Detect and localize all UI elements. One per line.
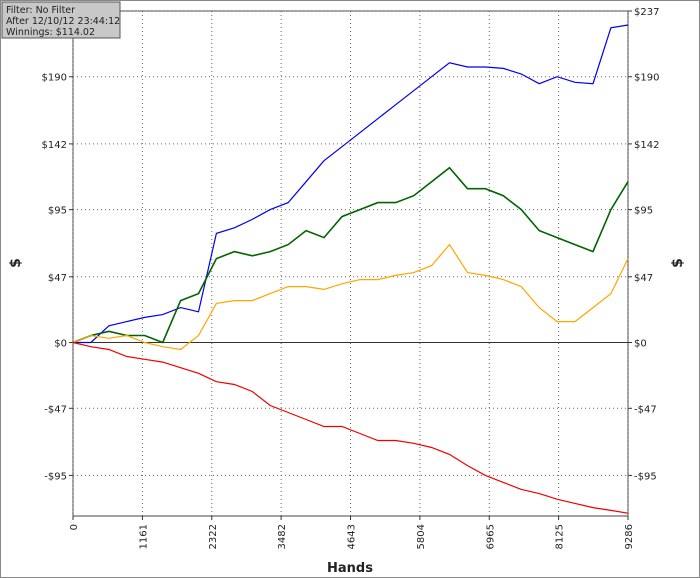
y-tick-label-right: $95: [634, 206, 653, 217]
y-tick-label-right: $0: [634, 339, 647, 350]
y-tick-label-right: -$95: [634, 471, 657, 482]
x-tick-label: 8125: [555, 524, 566, 549]
series-line: [72, 243, 629, 351]
x-tick-label: 9286: [624, 524, 635, 549]
y-tick-label-right: $47: [634, 273, 653, 284]
y-tick-label: $142: [42, 140, 67, 151]
x-axis-label: Hands: [327, 561, 373, 576]
y-tick-label: $190: [42, 73, 67, 84]
y-tick-label: -$47: [44, 404, 67, 415]
info-box-bg: [1, 1, 121, 39]
x-tick-label: 2322: [208, 524, 219, 549]
y-tick-label-right: $190: [634, 73, 659, 84]
info-text: Filter: No Filter: [6, 5, 75, 16]
y-tick-label-right: $237: [634, 7, 659, 18]
x-tick-label: 3482: [277, 524, 288, 549]
y-tick-label: -$95: [44, 471, 67, 482]
y-axis-label-right: $: [670, 258, 686, 268]
y-tick-label-right: -$47: [634, 404, 657, 415]
series-line: [73, 24, 629, 344]
info-text: Winnings: $114.02: [6, 27, 95, 38]
info-text: After 12/10/12 23:44:12: [6, 16, 120, 27]
x-tick-label: 4643: [347, 524, 358, 549]
x-tick-label: 0: [69, 524, 80, 530]
y-tick-label-right: $142: [634, 140, 659, 151]
y-tick-label: $0: [54, 339, 67, 350]
x-tick-label: 5804: [416, 524, 427, 549]
series-line: [72, 166, 629, 344]
x-tick-label: 1161: [138, 524, 149, 549]
y-tick-label: $95: [48, 206, 67, 217]
y-tick-label: $47: [48, 273, 67, 284]
x-tick-label: 6965: [485, 524, 496, 549]
series-line: [72, 341, 629, 514]
y-axis-label: $: [8, 258, 24, 268]
